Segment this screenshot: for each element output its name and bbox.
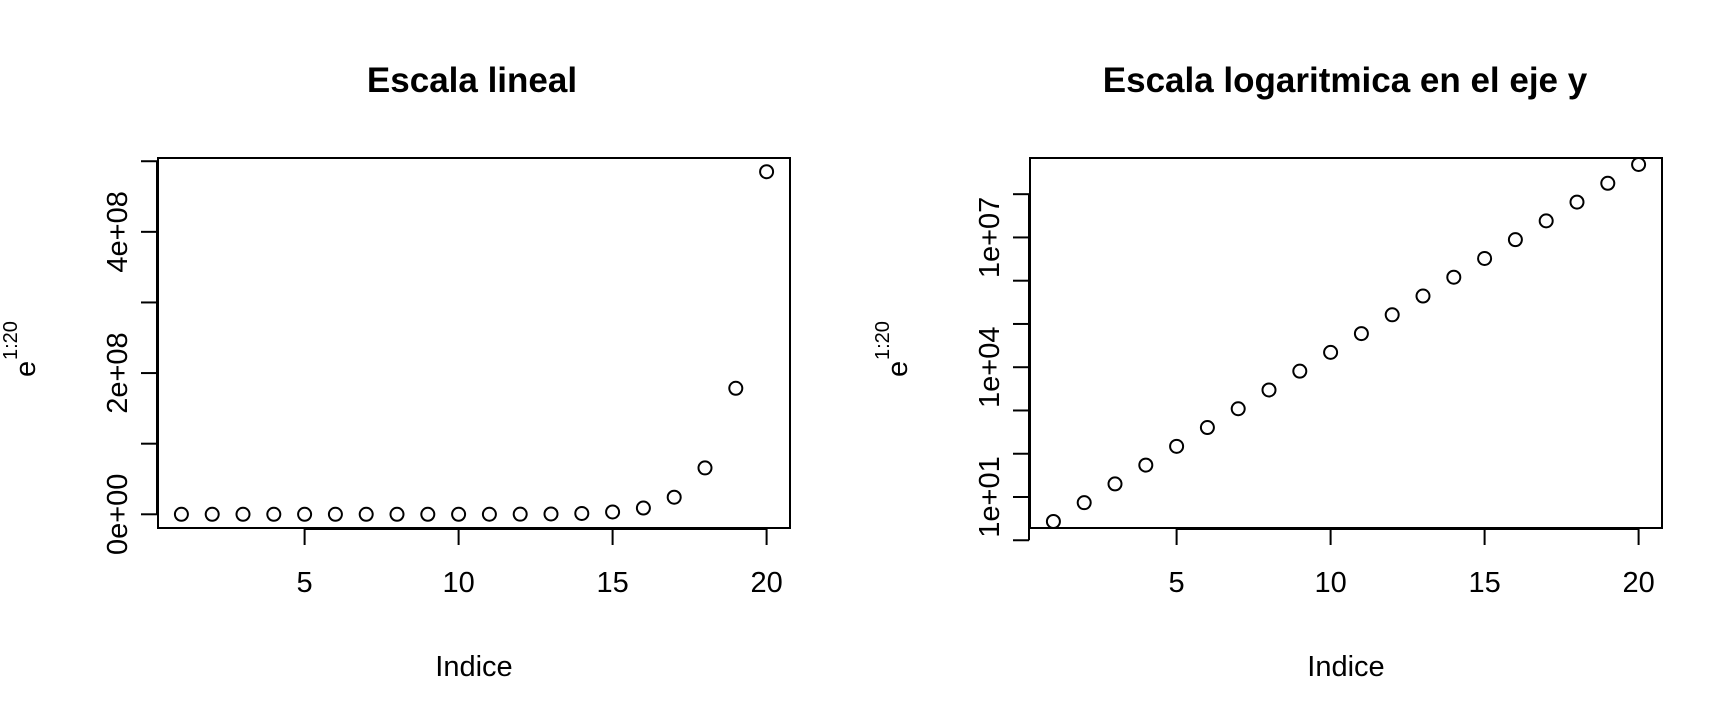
panel-linear-y-tick-label: 0e+00	[102, 474, 134, 555]
panel-linear-point	[173, 506, 189, 522]
panel-log-y-label-superscript: 1:20	[872, 321, 894, 360]
panel-linear-points	[173, 164, 775, 522]
panel-log-point	[1107, 476, 1123, 492]
panel-linear-point	[297, 506, 313, 522]
panel-linear-y-axis: 0e+00 2e+08 4e+08	[102, 160, 158, 555]
panel-linear-point	[327, 506, 343, 522]
panel-linear-title: Escala lineal	[367, 61, 577, 100]
panel-log-y-label: e 1:20	[872, 321, 914, 377]
panel-linear-point	[512, 506, 528, 522]
panel-linear-point	[451, 506, 467, 522]
panel-linear-y-tick-label: 4e+08	[102, 191, 134, 272]
panel-log-points	[1045, 157, 1647, 529]
panel-log-point	[1477, 250, 1493, 266]
panel-linear-point	[481, 506, 497, 522]
panel-linear-x-label: Indice	[435, 651, 512, 683]
panel-linear-y-label-superscript: 1:20	[0, 321, 22, 360]
panel-linear-x-tick-label: 10	[442, 567, 474, 599]
panel-linear-point	[759, 164, 775, 180]
panel-linear-x-tick-label: 15	[596, 567, 628, 599]
panel-linear-point	[235, 506, 251, 522]
panel-log-point	[1199, 420, 1215, 436]
panel-log-point	[1292, 363, 1308, 379]
panel-linear-x-axis: 5 10 15 20	[297, 528, 783, 599]
panel-linear-point	[358, 506, 374, 522]
panel-log-point	[1323, 344, 1339, 360]
panel-log-point	[1600, 175, 1616, 191]
panel-log-x-label: Indice	[1307, 651, 1384, 683]
panel-log-point	[1415, 288, 1431, 304]
panel-log-x-axis: 5 10 15 20	[1169, 528, 1655, 599]
panel-linear-point	[266, 506, 282, 522]
panel-linear-point	[574, 505, 590, 521]
panel-linear-point	[389, 506, 405, 522]
panel-log-x-tick-label: 20	[1622, 567, 1654, 599]
panel-log-point	[1538, 213, 1554, 229]
panel-log-point	[1169, 438, 1185, 454]
panel-linear-point	[204, 506, 220, 522]
panel-log-y-axis: 1e+01 1e+04 1e+07	[974, 193, 1030, 542]
panel-log-point	[1261, 382, 1277, 398]
panel-linear-point	[605, 504, 621, 520]
panel-linear: Escala lineal 0e+00 2e+08 4e+08 5 10 15 20 In…	[0, 61, 791, 683]
panel-log-point	[1631, 157, 1647, 173]
panel-log-point	[1569, 194, 1585, 210]
panel-log-point	[1138, 457, 1154, 473]
panel-linear-point	[728, 380, 744, 396]
panel-linear-y-label: e 1:20	[0, 321, 42, 377]
panel-linear-x-tick-label: 20	[750, 567, 782, 599]
panel-log-x-tick-label: 10	[1314, 567, 1346, 599]
panel-log-point	[1076, 495, 1092, 511]
panel-log: Escala logaritmica en el eje y 1e+011e+0…	[872, 61, 1663, 683]
panel-log-point	[1384, 307, 1400, 323]
panel-linear-point	[666, 489, 682, 505]
panel-linear-point	[543, 506, 559, 522]
panel-linear-point	[697, 460, 713, 476]
panel-log-point	[1230, 401, 1246, 417]
panel-log-title: Escala logaritmica en el eje y	[1103, 61, 1588, 100]
panel-linear-point	[635, 500, 651, 516]
panel-log-y-tick-label: 1e+04	[974, 326, 1006, 407]
panel-log-y-tick-label: 1e+07	[974, 197, 1006, 278]
panel-log-point	[1045, 513, 1061, 529]
panel-linear-y-label-base: e	[10, 361, 42, 377]
panel-log-point	[1507, 232, 1523, 248]
panel-log-point	[1353, 326, 1369, 342]
panel-log-x-tick-label: 5	[1169, 567, 1185, 599]
panel-log-x-tick-label: 15	[1468, 567, 1500, 599]
panel-linear-y-tick-label: 2e+08	[102, 332, 134, 413]
panel-linear-point	[420, 506, 436, 522]
panel-log-y-label-base: e	[882, 361, 914, 377]
panel-linear-x-tick-label: 5	[297, 567, 313, 599]
panel-log-y-tick-label: 1e+01	[974, 456, 1006, 537]
panel-log-point	[1446, 269, 1462, 285]
